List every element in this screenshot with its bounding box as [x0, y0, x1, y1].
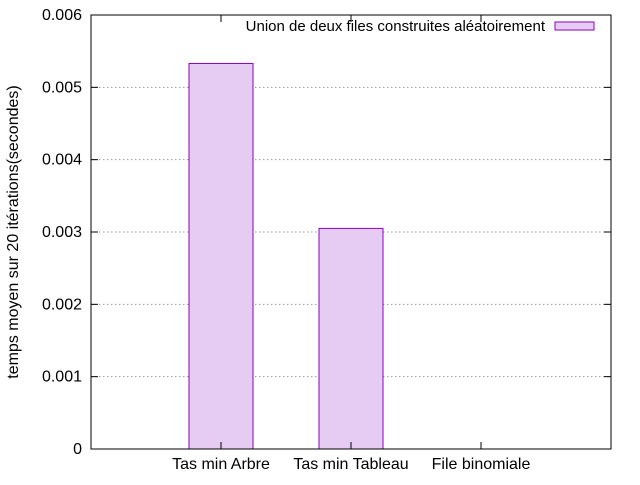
y-tick-label: 0.006: [42, 7, 82, 24]
y-tick-label: 0: [73, 441, 82, 458]
legend: Union de deux files construites aléatoir…: [246, 18, 594, 35]
x-tick-label: Tas min Arbre: [172, 456, 270, 473]
y-axis-label: temps moyen sur 20 itérations(secondes): [5, 85, 22, 378]
bars: [189, 63, 383, 449]
x-tick-label: File binomiale: [432, 456, 531, 473]
y-tick-label: 0.001: [42, 369, 82, 386]
legend-swatch: [555, 22, 594, 30]
legend-label: Union de deux files construites aléatoir…: [246, 18, 546, 35]
y-tick-label: 0.004: [42, 152, 82, 169]
x-tick-label: Tas min Tableau: [293, 456, 408, 473]
bar: [319, 228, 383, 449]
y-tick-label: 0.002: [42, 296, 82, 313]
bar: [189, 63, 253, 449]
y-tick-label: 0.005: [42, 79, 82, 96]
y-tick-label: 0.003: [42, 224, 82, 241]
